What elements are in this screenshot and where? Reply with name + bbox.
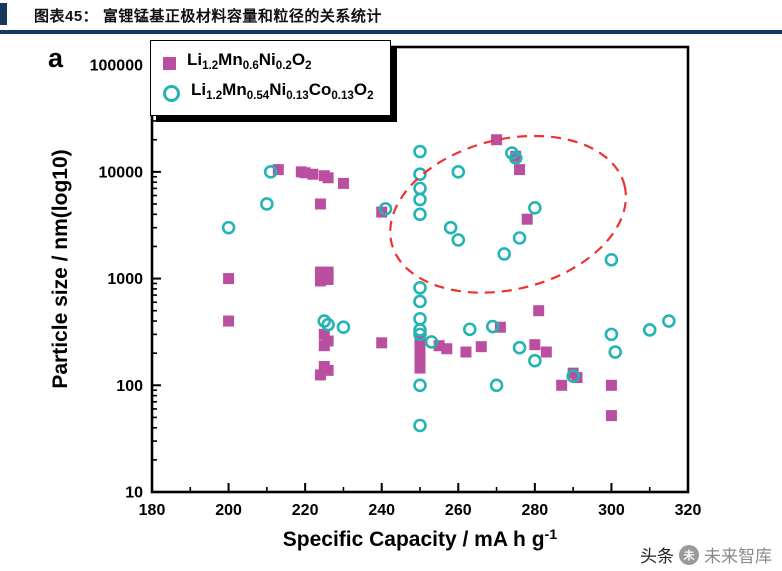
svg-text:240: 240 bbox=[368, 502, 395, 519]
scatter-plot: 180 200 220 240 260 280 300 320 10 100 1000 10000 10… bbox=[90, 45, 702, 519]
svg-text:100000: 100000 bbox=[90, 58, 143, 75]
figure-header: 图表45： 富锂锰基正极材料容量和粒径的关系统计 bbox=[0, 0, 782, 30]
y-axis-title: Particle size / nm(log10) bbox=[49, 149, 72, 389]
svg-text:1000: 1000 bbox=[107, 271, 143, 288]
watermark-prefix: 头条 bbox=[640, 547, 674, 566]
svg-text:10: 10 bbox=[125, 485, 143, 502]
svg-text:260: 260 bbox=[445, 502, 472, 519]
svg-text:280: 280 bbox=[522, 502, 549, 519]
legend-item-series1: Li1.2Mn0.6Ni0.2O2 bbox=[163, 48, 374, 78]
legend-label-series1: Li1.2Mn0.6Ni0.2O2 bbox=[187, 50, 312, 73]
svg-text:100: 100 bbox=[116, 378, 143, 395]
circle-marker-icon bbox=[163, 84, 180, 102]
svg-text:320: 320 bbox=[675, 502, 702, 519]
svg-text:180: 180 bbox=[139, 502, 166, 519]
legend: Li1.2Mn0.6Ni0.2O2 Li1.2Mn0.54Ni0.13Co0.1… bbox=[150, 40, 391, 117]
square-marker-icon bbox=[163, 56, 176, 70]
watermark-handle: 未来智库 bbox=[704, 547, 772, 566]
header-rule-wrap bbox=[0, 30, 782, 35]
svg-text:10000: 10000 bbox=[99, 164, 144, 181]
panel-label: a bbox=[48, 43, 64, 73]
svg-text:300: 300 bbox=[598, 502, 625, 519]
legend-label-series2: Li1.2Mn0.54Ni0.13Co0.13O2 bbox=[191, 80, 374, 103]
svg-text:200: 200 bbox=[215, 502, 242, 519]
watermark-logo-icon: 未 bbox=[679, 544, 699, 565]
svg-text:220: 220 bbox=[292, 502, 319, 519]
header-accent-bar bbox=[0, 3, 7, 25]
figure-title: 图表45： 富锂锰基正极材料容量和粒径的关系统计 bbox=[34, 8, 382, 25]
legend-item-series2: Li1.2Mn0.54Ni0.13Co0.13O2 bbox=[163, 78, 374, 108]
header-rule bbox=[0, 30, 782, 34]
x-axis-title: Specific Capacity / mA h g-1 bbox=[282, 527, 558, 552]
watermark: 头条 未 未来智库 bbox=[640, 542, 772, 567]
chart-area: 180 200 220 240 260 280 300 320 10 100 1000 10000 10… bbox=[0, 35, 782, 571]
